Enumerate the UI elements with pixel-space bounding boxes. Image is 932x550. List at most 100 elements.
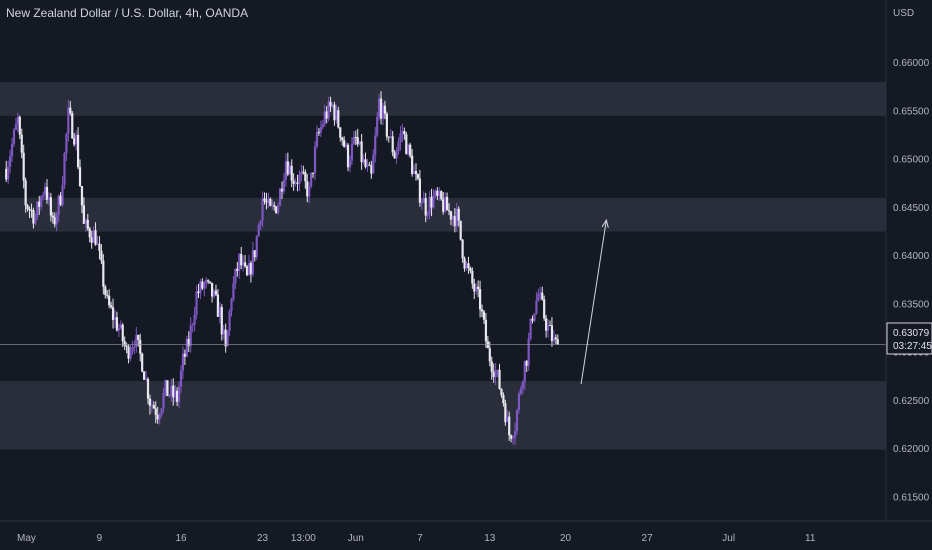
candle-body bbox=[395, 151, 398, 159]
candle-body bbox=[253, 250, 256, 258]
candle-body bbox=[426, 213, 429, 216]
candle-body bbox=[418, 178, 421, 203]
candle-body bbox=[319, 127, 322, 133]
candle-body bbox=[150, 404, 153, 406]
candle-body bbox=[387, 136, 390, 138]
candle-body bbox=[43, 186, 47, 195]
candle-body bbox=[193, 314, 196, 325]
candle-body bbox=[383, 105, 387, 114]
candle-body bbox=[139, 340, 142, 354]
candle-body bbox=[49, 197, 52, 216]
candle-body bbox=[100, 250, 103, 261]
candle-body bbox=[358, 141, 361, 145]
candle-body bbox=[282, 179, 286, 192]
candle-body bbox=[352, 136, 355, 145]
candle-body bbox=[539, 292, 542, 294]
candle-body bbox=[230, 299, 233, 312]
candle-body bbox=[104, 286, 107, 295]
candle-body bbox=[51, 215, 54, 218]
candle-body bbox=[393, 152, 396, 159]
candle-body bbox=[275, 206, 278, 214]
candle-body bbox=[313, 146, 317, 173]
candle-body bbox=[323, 111, 326, 125]
candle-body bbox=[296, 182, 299, 184]
time-tick-label: Jun bbox=[348, 533, 364, 544]
time-axis[interactable]: May 9 16 23 13:00 Jun 7 13 20 27 Jul 11 bbox=[17, 533, 816, 544]
candle-body bbox=[306, 181, 309, 197]
candle-body bbox=[5, 168, 8, 180]
candle-body bbox=[308, 186, 311, 197]
candle-body bbox=[18, 116, 21, 135]
candlestick-series bbox=[5, 91, 559, 446]
candle-body bbox=[482, 311, 486, 320]
candle-body bbox=[477, 286, 480, 290]
candle-body bbox=[176, 390, 179, 402]
candle-body bbox=[177, 386, 181, 402]
candle-body bbox=[144, 378, 148, 380]
candle-body bbox=[527, 338, 530, 366]
candle-body bbox=[53, 217, 56, 225]
candle-body bbox=[10, 143, 14, 157]
candle-body bbox=[451, 216, 455, 220]
candle-body bbox=[442, 199, 445, 212]
candle-body bbox=[300, 171, 303, 175]
candle-body bbox=[16, 116, 19, 125]
candle-body bbox=[350, 144, 354, 161]
candle-body bbox=[220, 306, 223, 335]
price-axis-currency: USD bbox=[893, 8, 914, 19]
candle-body bbox=[125, 345, 128, 347]
candle-body bbox=[162, 392, 165, 409]
candle-body bbox=[247, 263, 251, 276]
candle-body bbox=[234, 268, 237, 284]
candle-body bbox=[277, 205, 280, 214]
price-tick-label: 0.65000 bbox=[893, 155, 930, 166]
candle-body bbox=[8, 156, 12, 167]
candle-body bbox=[201, 281, 204, 289]
time-tick-label: 13 bbox=[484, 533, 496, 544]
candle-body bbox=[389, 136, 392, 138]
candle-body bbox=[531, 318, 534, 321]
candle-body bbox=[224, 329, 227, 347]
candle-body bbox=[12, 129, 16, 144]
candle-body bbox=[251, 250, 254, 275]
candle-body bbox=[187, 338, 190, 346]
candle-body bbox=[90, 237, 93, 243]
candle-body bbox=[199, 281, 202, 294]
candle-body bbox=[412, 171, 416, 175]
candle-body bbox=[335, 110, 338, 121]
candle-body bbox=[113, 317, 117, 321]
candle-body bbox=[513, 431, 517, 438]
candle-body bbox=[343, 140, 346, 147]
candle-body bbox=[137, 334, 140, 341]
candle-body bbox=[368, 164, 371, 166]
candle-body bbox=[212, 290, 216, 297]
candle-body bbox=[372, 155, 375, 174]
candle-body bbox=[294, 182, 297, 184]
candle-body bbox=[80, 186, 84, 206]
candle-body bbox=[521, 381, 524, 389]
candle-body bbox=[115, 317, 119, 331]
candle-body bbox=[172, 385, 175, 398]
candle-body bbox=[148, 398, 152, 406]
candle-body bbox=[30, 209, 33, 211]
candle-body bbox=[432, 195, 435, 208]
candle-body bbox=[492, 371, 495, 378]
candle-body bbox=[535, 300, 538, 314]
price-axis[interactable]: USD 0.66000 0.65500 0.65000 0.64500 0.64000 0… bbox=[893, 8, 930, 503]
candle-body bbox=[434, 190, 437, 196]
candle-body bbox=[379, 98, 383, 119]
candle-body bbox=[504, 403, 507, 423]
candle-body bbox=[57, 195, 60, 215]
candle-body bbox=[548, 325, 552, 327]
candle-body bbox=[38, 201, 41, 207]
candle-body bbox=[36, 201, 39, 217]
candle-body bbox=[236, 268, 239, 271]
candle-body bbox=[226, 330, 229, 347]
candle-body bbox=[164, 380, 167, 393]
candle-body bbox=[449, 211, 453, 220]
candle-body bbox=[411, 155, 414, 175]
candle-body bbox=[218, 306, 221, 317]
candle-body bbox=[517, 393, 521, 411]
candle-body bbox=[109, 305, 113, 308]
